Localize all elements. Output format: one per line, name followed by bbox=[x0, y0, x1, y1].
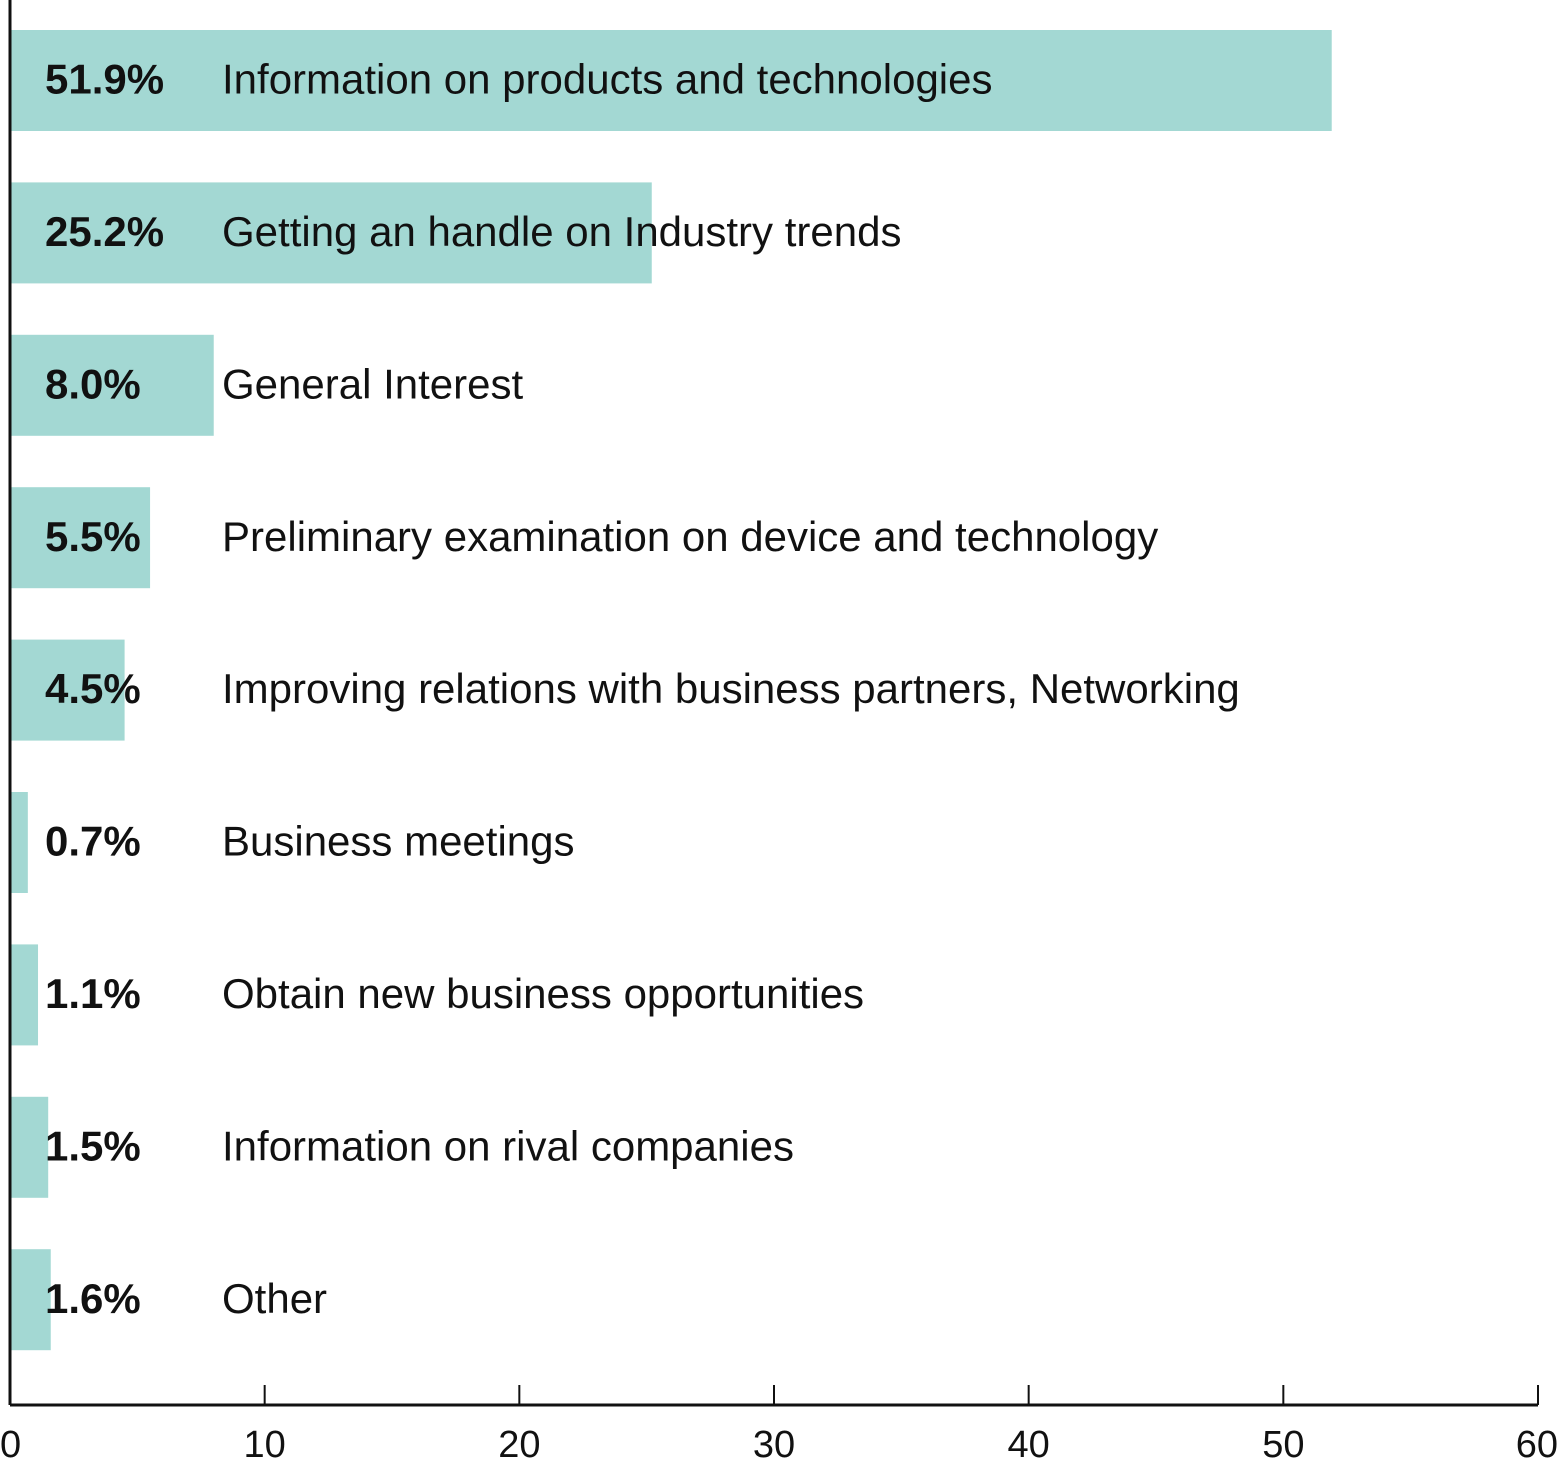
bar bbox=[10, 1096, 49, 1198]
bar bbox=[10, 944, 39, 1046]
value-label: 25.2% bbox=[45, 208, 164, 255]
x-tick-label: 60 bbox=[1516, 1424, 1558, 1466]
value-label: 51.9% bbox=[45, 56, 164, 103]
category-label: Information on products and technologies bbox=[222, 56, 993, 103]
x-tick-label: 30 bbox=[753, 1424, 795, 1466]
bar bbox=[10, 639, 125, 741]
category-label: Preliminary examination on device and te… bbox=[222, 513, 1158, 560]
bar bbox=[10, 30, 1332, 131]
category-label: Other bbox=[222, 1275, 327, 1322]
x-tick-label: 10 bbox=[244, 1424, 286, 1466]
bar bbox=[10, 334, 214, 436]
category-label: Improving relations with business partne… bbox=[222, 665, 1240, 712]
x-tick-label: 40 bbox=[1008, 1424, 1050, 1466]
value-label: 5.5% bbox=[45, 513, 141, 560]
bar bbox=[10, 792, 28, 893]
value-label: 1.5% bbox=[45, 1122, 141, 1169]
category-label: Getting an handle on Industry trends bbox=[222, 208, 901, 255]
bar bbox=[10, 182, 652, 284]
x-tick-label: 50 bbox=[1262, 1424, 1304, 1466]
x-tick-label: 20 bbox=[498, 1424, 540, 1466]
value-label: 1.6% bbox=[45, 1275, 141, 1322]
value-label: 4.5% bbox=[45, 665, 141, 712]
category-label: Information on rival companies bbox=[222, 1122, 794, 1169]
category-label: Business meetings bbox=[222, 818, 575, 865]
value-label: 8.0% bbox=[45, 360, 141, 407]
x-tick-label: 0 bbox=[0, 1424, 21, 1466]
bar bbox=[10, 487, 151, 589]
value-label: 0.7% bbox=[45, 818, 141, 865]
category-label: Obtain new business opportunities bbox=[222, 970, 864, 1017]
bar bbox=[10, 1249, 51, 1351]
value-label: 1.1% bbox=[45, 970, 141, 1017]
category-label: General Interest bbox=[222, 360, 523, 407]
